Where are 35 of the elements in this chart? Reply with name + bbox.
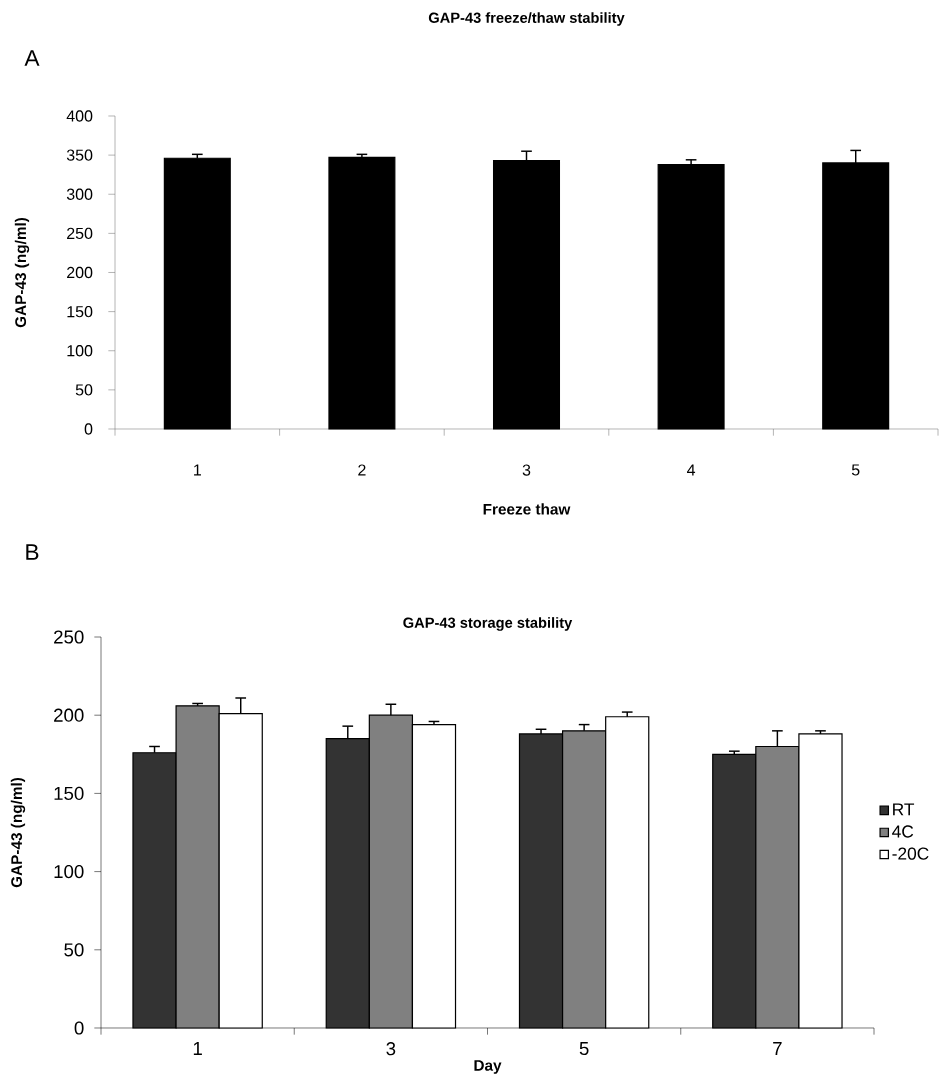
text: A	[24, 50, 40, 66]
x-axis-title: Day	[474, 1060, 502, 1074]
chart-title: GAP-43 freeze/thaw stability	[428, 12, 625, 26]
y-tick-label: 350	[66, 149, 93, 161]
y-tick-label: 250	[67, 227, 93, 240]
legend-label: RT	[893, 803, 915, 816]
x-tick-label: 2	[358, 464, 366, 476]
x-tick-label: 4	[687, 464, 696, 476]
x-tick-label: 1	[193, 1042, 202, 1055]
y-tick-label: 50	[75, 384, 93, 396]
y-tick-label: 300	[66, 188, 93, 200]
y-tick-label: 50	[64, 943, 84, 957]
x-tick-label: 5	[851, 464, 860, 476]
y-tick-label: 150	[54, 786, 84, 801]
y-tick-label: 150	[67, 305, 93, 318]
legend-label: 4C	[892, 825, 914, 838]
y-tick-label: 0	[74, 1021, 84, 1035]
y-axis-title: GAP-43 (ng/ml)	[10, 777, 26, 888]
y-tick-label: 0	[84, 423, 93, 435]
x-tick-label: 3	[522, 464, 531, 476]
y-tick-label: 200	[54, 708, 84, 722]
y-tick-label: 200	[67, 266, 93, 279]
x-axis-title: Freeze thaw	[483, 503, 571, 515]
legend-label: -20C	[892, 847, 929, 860]
y-tick-label: 250	[54, 630, 84, 644]
x-tick-label: 3	[386, 1042, 396, 1056]
text: B	[26, 544, 39, 560]
chart-title: GAP-43 storage stability	[403, 617, 573, 631]
x-tick-label: 5	[579, 1042, 589, 1056]
y-axis-title: GAP-43 (ng/ml)	[14, 217, 30, 328]
x-tick-label: 7	[773, 1042, 782, 1055]
x-tick-label: 1	[194, 464, 201, 476]
y-tick-label: 100	[54, 864, 84, 879]
y-tick-label: 100	[67, 345, 93, 357]
y-tick-label: 400	[66, 110, 93, 122]
